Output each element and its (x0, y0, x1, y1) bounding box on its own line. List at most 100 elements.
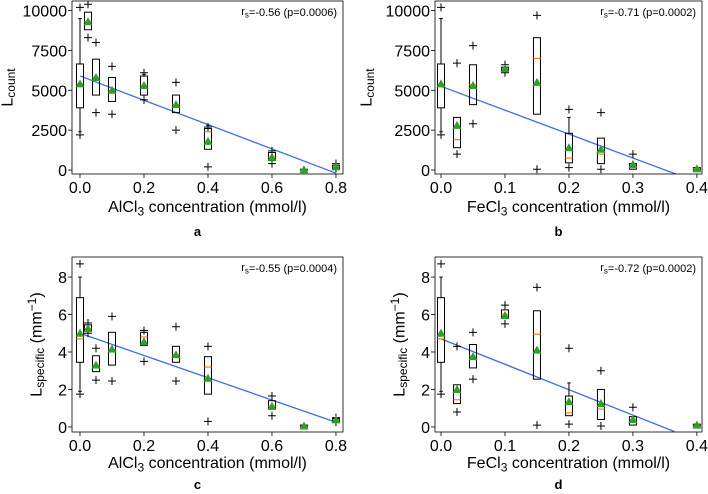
box-0.7 (299, 421, 309, 430)
flier-marker (564, 105, 573, 114)
y-axis-label-text: L (392, 388, 409, 397)
box-0.25 (596, 108, 606, 174)
mean-marker (299, 165, 309, 174)
y-tick-label: 0 (58, 163, 67, 180)
y-axis-label: Lcount (0, 68, 18, 107)
correlation-annotation-text: =-0.56 (p=0.0006) (249, 7, 337, 19)
box-0.15 (532, 11, 542, 174)
correlation-annotation-text: r (600, 262, 604, 274)
panel-letter: a (194, 224, 202, 239)
correlation-annotation: rs=-0.72 (p=0.0002) (600, 262, 696, 275)
box-iqr (91, 355, 100, 373)
box-0.1 (500, 301, 510, 328)
flier-marker (437, 3, 446, 12)
box-0.4 (203, 122, 213, 171)
y-tick-label: 6 (58, 308, 67, 325)
flier-marker (564, 163, 573, 172)
y-tick-label: 10000 (23, 4, 68, 21)
flier-marker (83, 1, 92, 9)
flier-marker (83, 33, 92, 42)
mean-marker (436, 79, 446, 88)
flier-marker (532, 421, 541, 430)
correlation-annotation-subscript: s (604, 10, 608, 19)
box-0.4 (692, 420, 702, 429)
x-tick-label: 0.4 (686, 180, 708, 197)
x-axis-label-text: concentration (mmol/l) (144, 455, 307, 472)
flier-marker (468, 41, 477, 50)
mean-marker (267, 401, 277, 410)
mean-marker (628, 414, 638, 423)
y-tick-label: 2 (58, 382, 67, 399)
flier-marker (139, 95, 148, 104)
mean-marker (107, 344, 117, 353)
flier-marker (532, 165, 541, 174)
x-axis-label: AlCl3 concentration (mmol/l) (108, 455, 307, 475)
flier-marker (267, 411, 276, 420)
flier-marker (267, 392, 276, 401)
mean-marker (596, 144, 606, 153)
x-tick-label: 0.4 (686, 438, 708, 455)
box-iqr (532, 310, 541, 380)
x-tick-label: 0.1 (494, 180, 516, 197)
flier-marker (468, 328, 477, 337)
x-tick-label: 0.1 (494, 438, 516, 455)
box-0.4 (203, 342, 213, 426)
y-tick-label: 10000 (386, 4, 431, 21)
y-tick-label: 2500 (31, 123, 67, 140)
flier-marker (107, 377, 116, 386)
x-axis-label-text: concentration (mmol/l) (507, 199, 670, 216)
box-iqr (107, 331, 116, 366)
mean-marker (628, 159, 638, 168)
panel-d: 0.0 0.1 0.2 0.3 0.4 0 2 4 6 8 rs=-0.72 (p=0.0002) F… (388, 256, 708, 492)
box-iqr (203, 356, 212, 395)
y-tick-label: 0 (421, 420, 430, 437)
box-0.15 (532, 283, 542, 430)
x-tick-label: 0.0 (430, 180, 452, 197)
box-0.3 (628, 403, 638, 426)
mean-marker (171, 100, 181, 109)
y-axis-label-text: L (0, 98, 17, 107)
mean-marker (75, 79, 85, 88)
correlation-annotation-subscript: s (245, 10, 249, 19)
flier-marker (203, 122, 212, 131)
mean-marker (436, 328, 446, 337)
y-axis-label-text: ) (29, 292, 46, 297)
y-axis-label-subscript: specific (33, 348, 47, 388)
flier-marker (91, 376, 100, 385)
box-iqr (564, 132, 573, 164)
box-0.3 (628, 150, 638, 170)
mean-marker (91, 360, 101, 369)
axes-frame (71, 0, 344, 175)
box-iqr (83, 11, 92, 31)
y-tick-label: 2500 (394, 123, 430, 140)
regression-line (440, 85, 677, 174)
flier-marker (267, 159, 276, 168)
panel-letter: b (555, 224, 563, 239)
mean-marker (692, 420, 702, 429)
flier-marker (171, 126, 180, 135)
flier-marker (203, 162, 212, 171)
correlation-annotation-text: r (241, 262, 245, 274)
y-tick-label: 0 (421, 163, 430, 180)
flier-marker (453, 342, 462, 351)
plot-area (436, 3, 702, 174)
x-axis-label-subscript: 3 (501, 205, 508, 219)
y-tick-label: 5000 (394, 83, 430, 100)
correlation-annotation: rs=-0.71 (p=0.0002) (600, 6, 696, 19)
box-0.2 (139, 68, 149, 104)
flier-marker (596, 108, 605, 117)
mean-marker (331, 415, 341, 424)
box-iqr (171, 94, 180, 114)
box-0.8 (331, 413, 341, 427)
x-tick-label: 0.4 (197, 438, 219, 455)
mean-marker (267, 152, 277, 161)
flier-marker (437, 390, 446, 399)
mean-marker (596, 399, 606, 408)
mean-marker (452, 120, 462, 129)
correlation-annotation: rs=-0.55 (p=0.0004) (241, 262, 337, 275)
y-axis-label-subscript: count (4, 68, 18, 98)
box-0.025 (83, 1, 93, 42)
mean-marker (468, 352, 478, 361)
mean-marker (564, 397, 574, 406)
